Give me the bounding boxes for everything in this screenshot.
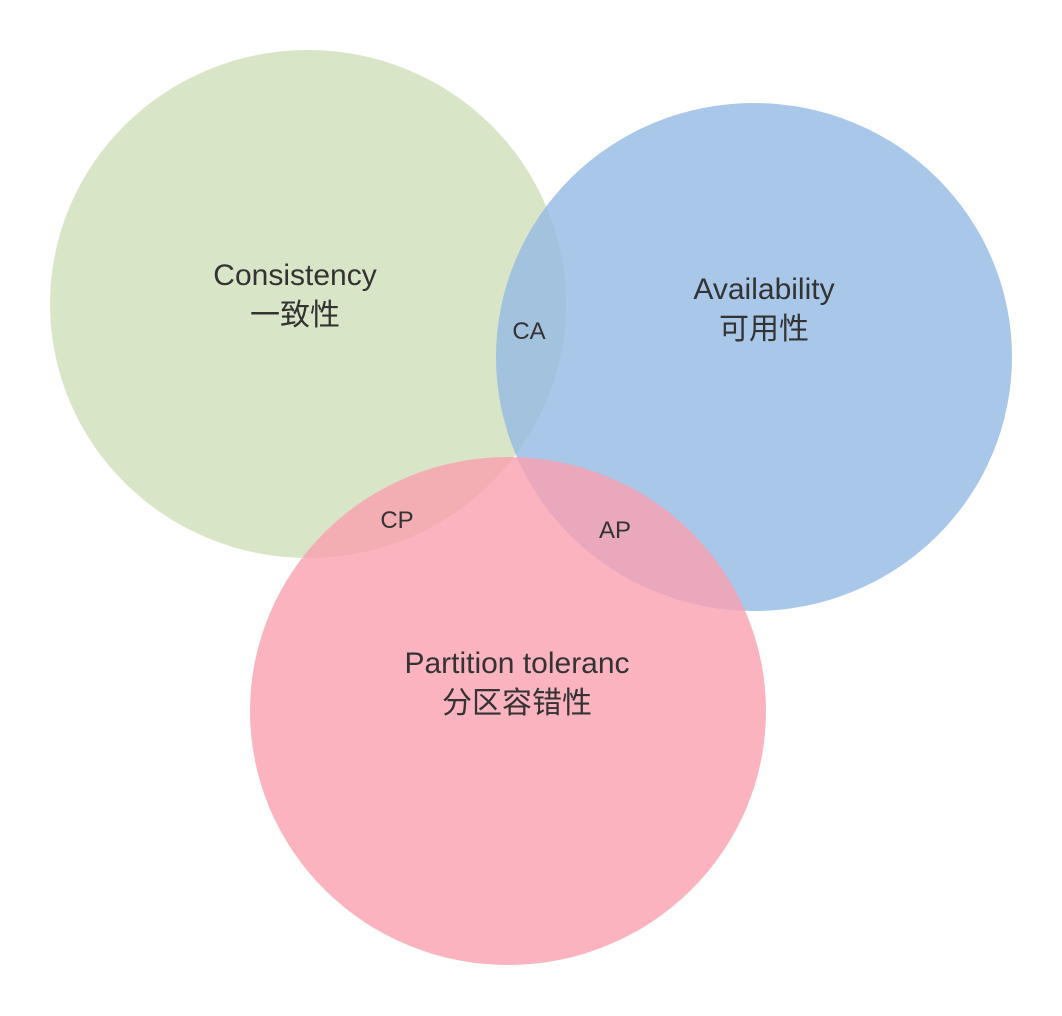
ca-label: CA (512, 318, 545, 345)
cp-label: CP (380, 507, 413, 534)
consistency-label: Consistency (213, 259, 376, 292)
availability-label: Availability (693, 273, 834, 306)
availability-circle (496, 103, 1012, 611)
partition-tolerance-label: Partition toleranc (404, 647, 629, 680)
ap-label: AP (599, 517, 631, 544)
availability-label-cn: 可用性 (719, 313, 809, 346)
consistency-circle (50, 50, 566, 558)
partition-tolerance-circle (250, 457, 766, 965)
partition-tolerance-label-cn: 分区容错性 (442, 687, 592, 720)
consistency-label-cn: 一致性 (250, 299, 340, 332)
